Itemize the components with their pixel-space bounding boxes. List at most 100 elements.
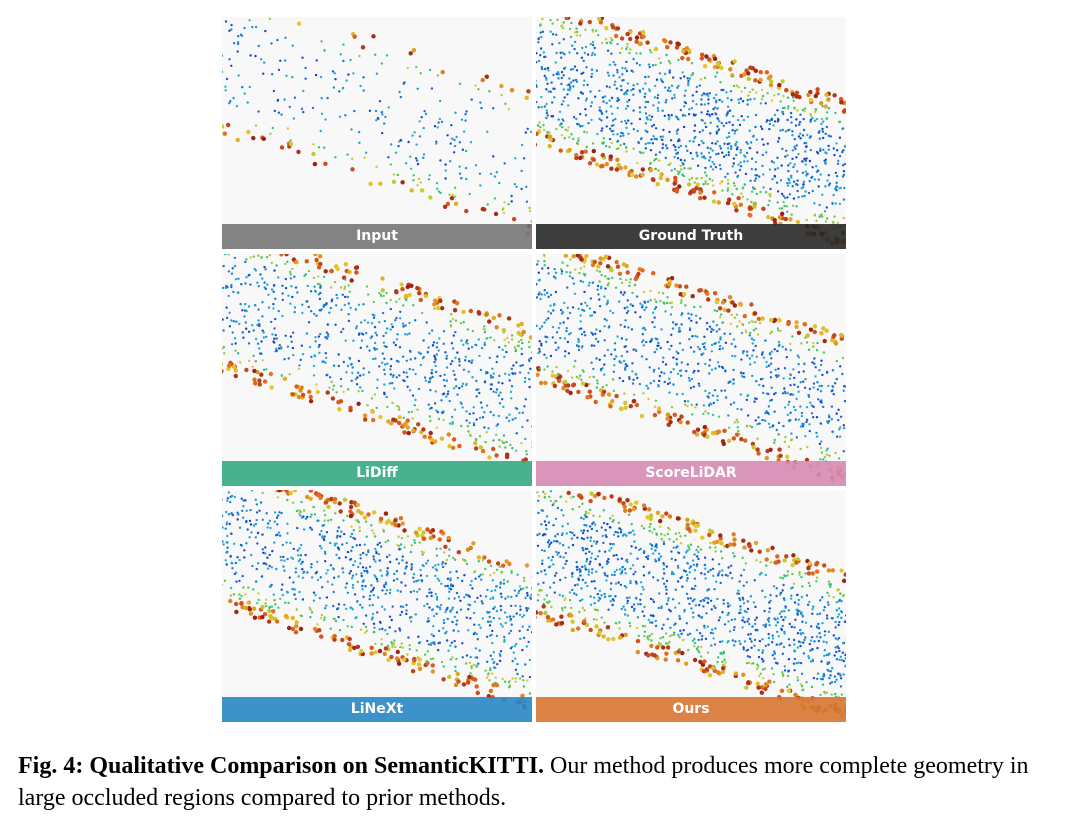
point [479,101,482,104]
point [365,331,368,335]
point [320,613,324,617]
point [528,385,531,389]
point [266,283,269,286]
point [762,173,765,176]
point [555,331,559,334]
point [478,649,481,652]
point [416,662,422,667]
point [584,108,587,111]
point [347,269,352,275]
point [690,62,694,65]
point [634,311,637,314]
point [693,369,696,373]
point [793,106,796,110]
point [625,31,630,37]
point [661,146,664,150]
point [449,362,453,366]
point [667,163,671,167]
point [826,421,830,425]
point [635,52,638,55]
point [684,534,687,537]
point [769,332,772,335]
point [624,345,628,348]
point [334,156,337,159]
point [447,390,450,393]
point [476,596,479,600]
point [783,387,786,390]
point [668,69,671,72]
point [583,149,588,154]
point [347,284,350,287]
point [787,169,790,173]
point [365,285,369,288]
point [680,323,683,326]
point [450,342,454,345]
point [625,270,630,275]
point [675,358,678,361]
point [653,307,656,311]
point [543,105,546,108]
point [370,618,374,621]
point [596,132,599,136]
point [256,542,259,545]
point [489,668,492,672]
point [714,75,717,78]
point [742,72,747,77]
point [499,592,503,595]
point [737,429,740,433]
point [502,434,506,437]
point [547,310,550,313]
point [347,73,350,76]
point [510,338,514,341]
point [454,645,457,648]
point [516,672,519,676]
point [314,340,317,343]
point [834,171,838,174]
point [531,630,532,634]
point [290,392,295,397]
point [634,402,640,408]
point [658,72,662,75]
point [425,321,428,324]
point [634,35,640,40]
point [438,579,441,582]
point [614,167,619,172]
point [224,20,228,23]
point [502,441,506,444]
point [679,535,682,538]
point [373,626,376,629]
point [716,61,721,67]
point [247,342,251,345]
point [704,54,709,59]
point [612,133,615,136]
point [640,167,645,172]
point [470,665,473,668]
point [716,429,722,434]
point [732,201,737,207]
point [296,549,299,552]
point [825,125,828,129]
point [362,413,368,418]
point [343,303,346,307]
point [825,449,828,452]
point [354,270,359,275]
point [452,556,455,560]
point [243,315,246,318]
point [369,651,374,656]
point [522,685,526,688]
point [831,430,834,433]
point [547,295,550,299]
point [453,201,459,206]
point [384,331,388,335]
point [284,254,289,257]
point [563,379,568,385]
point [770,99,774,102]
point [773,438,776,442]
point [656,96,659,100]
point [824,158,828,161]
point [326,337,329,340]
point [381,361,384,364]
point [766,76,772,81]
point [416,184,419,187]
point [351,157,354,160]
